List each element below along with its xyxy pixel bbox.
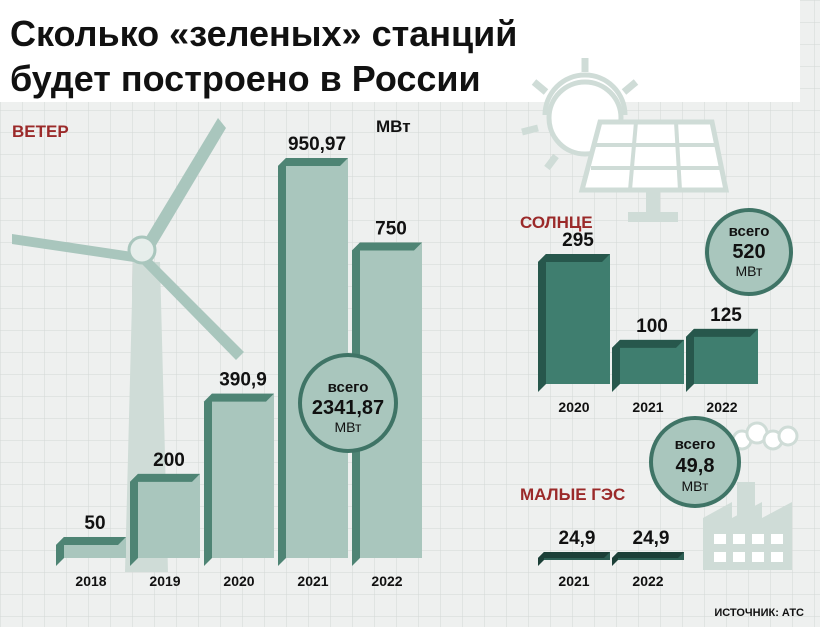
hydro-value-label: 24,9 <box>633 528 670 549</box>
wind-value-label: 390,9 <box>219 370 267 391</box>
solar-category-label: 2022 <box>706 399 737 415</box>
wind-value-label: 950,97 <box>288 134 346 155</box>
wind-value-label: 750 <box>375 219 407 240</box>
source-note: ИСТОЧНИК: АТС <box>714 607 804 619</box>
solar-total-caption: всего <box>729 223 770 240</box>
solar-category-label: 2021 <box>632 399 663 415</box>
wind-total-unit: МВт <box>335 419 363 435</box>
wind-bar-2019 <box>130 473 200 566</box>
solar-value-label: 100 <box>636 316 668 337</box>
hydro-value-label: 24,9 <box>559 528 596 549</box>
solar-total-value: 520 <box>732 241 765 263</box>
hydro-category-label: 2022 <box>632 573 663 589</box>
wind-unit-label: МВт <box>376 117 411 136</box>
solar-bar-series: 295 2020 100 2021 125 2022 <box>538 230 758 415</box>
solar-bar-2022 <box>686 328 758 392</box>
wind-turbine-icon <box>12 118 244 572</box>
solar-bar-2021 <box>612 339 684 392</box>
hydro-total-caption: всего <box>675 436 716 453</box>
solar-category-label: 2020 <box>558 399 589 415</box>
section-label-hydro: МАЛЫЕ ГЭС <box>520 485 625 504</box>
hydro-bar-2021 <box>538 552 610 566</box>
hydro-total-badge: всего 49,8 МВт <box>649 416 741 508</box>
solar-value-label: 125 <box>710 305 742 326</box>
wind-category-label: 2021 <box>297 573 328 589</box>
wind-total-caption: всего <box>328 379 369 396</box>
wind-total-value: 2341,87 <box>312 397 384 419</box>
solar-panel-icon <box>578 119 730 222</box>
wind-bar-2018 <box>56 536 126 566</box>
title-line-1: Сколько «зеленых» станций <box>10 13 517 54</box>
solar-bar-2020 <box>538 254 610 392</box>
wind-value-label: 50 <box>84 513 105 534</box>
wind-total-badge: всего 2341,87 МВт <box>298 353 398 453</box>
section-label-solar: СОЛНЦЕ <box>520 213 593 232</box>
solar-total-badge: всего 520 МВт <box>705 208 793 296</box>
hydro-total-unit: МВт <box>682 478 710 494</box>
title-box <box>0 0 800 102</box>
hydro-bar-2022 <box>612 552 684 566</box>
hydro-total-value: 49,8 <box>676 455 715 477</box>
wind-category-label: 2018 <box>75 573 106 589</box>
wind-category-label: 2019 <box>149 573 180 589</box>
section-label-wind: ВЕТЕР <box>12 122 69 141</box>
solar-value-label: 295 <box>562 230 594 251</box>
solar-total-unit: МВт <box>736 263 764 279</box>
hydro-bar-series: 24,9 2021 24,9 2022 <box>538 528 684 589</box>
wind-bar-2020 <box>204 393 274 566</box>
title-line-2: будет построено в России <box>10 58 481 99</box>
wind-category-label: 2022 <box>371 573 402 589</box>
wind-value-label: 200 <box>153 450 185 471</box>
hydro-category-label: 2021 <box>558 573 589 589</box>
factory-icon <box>703 421 799 570</box>
wind-category-label: 2020 <box>223 573 254 589</box>
